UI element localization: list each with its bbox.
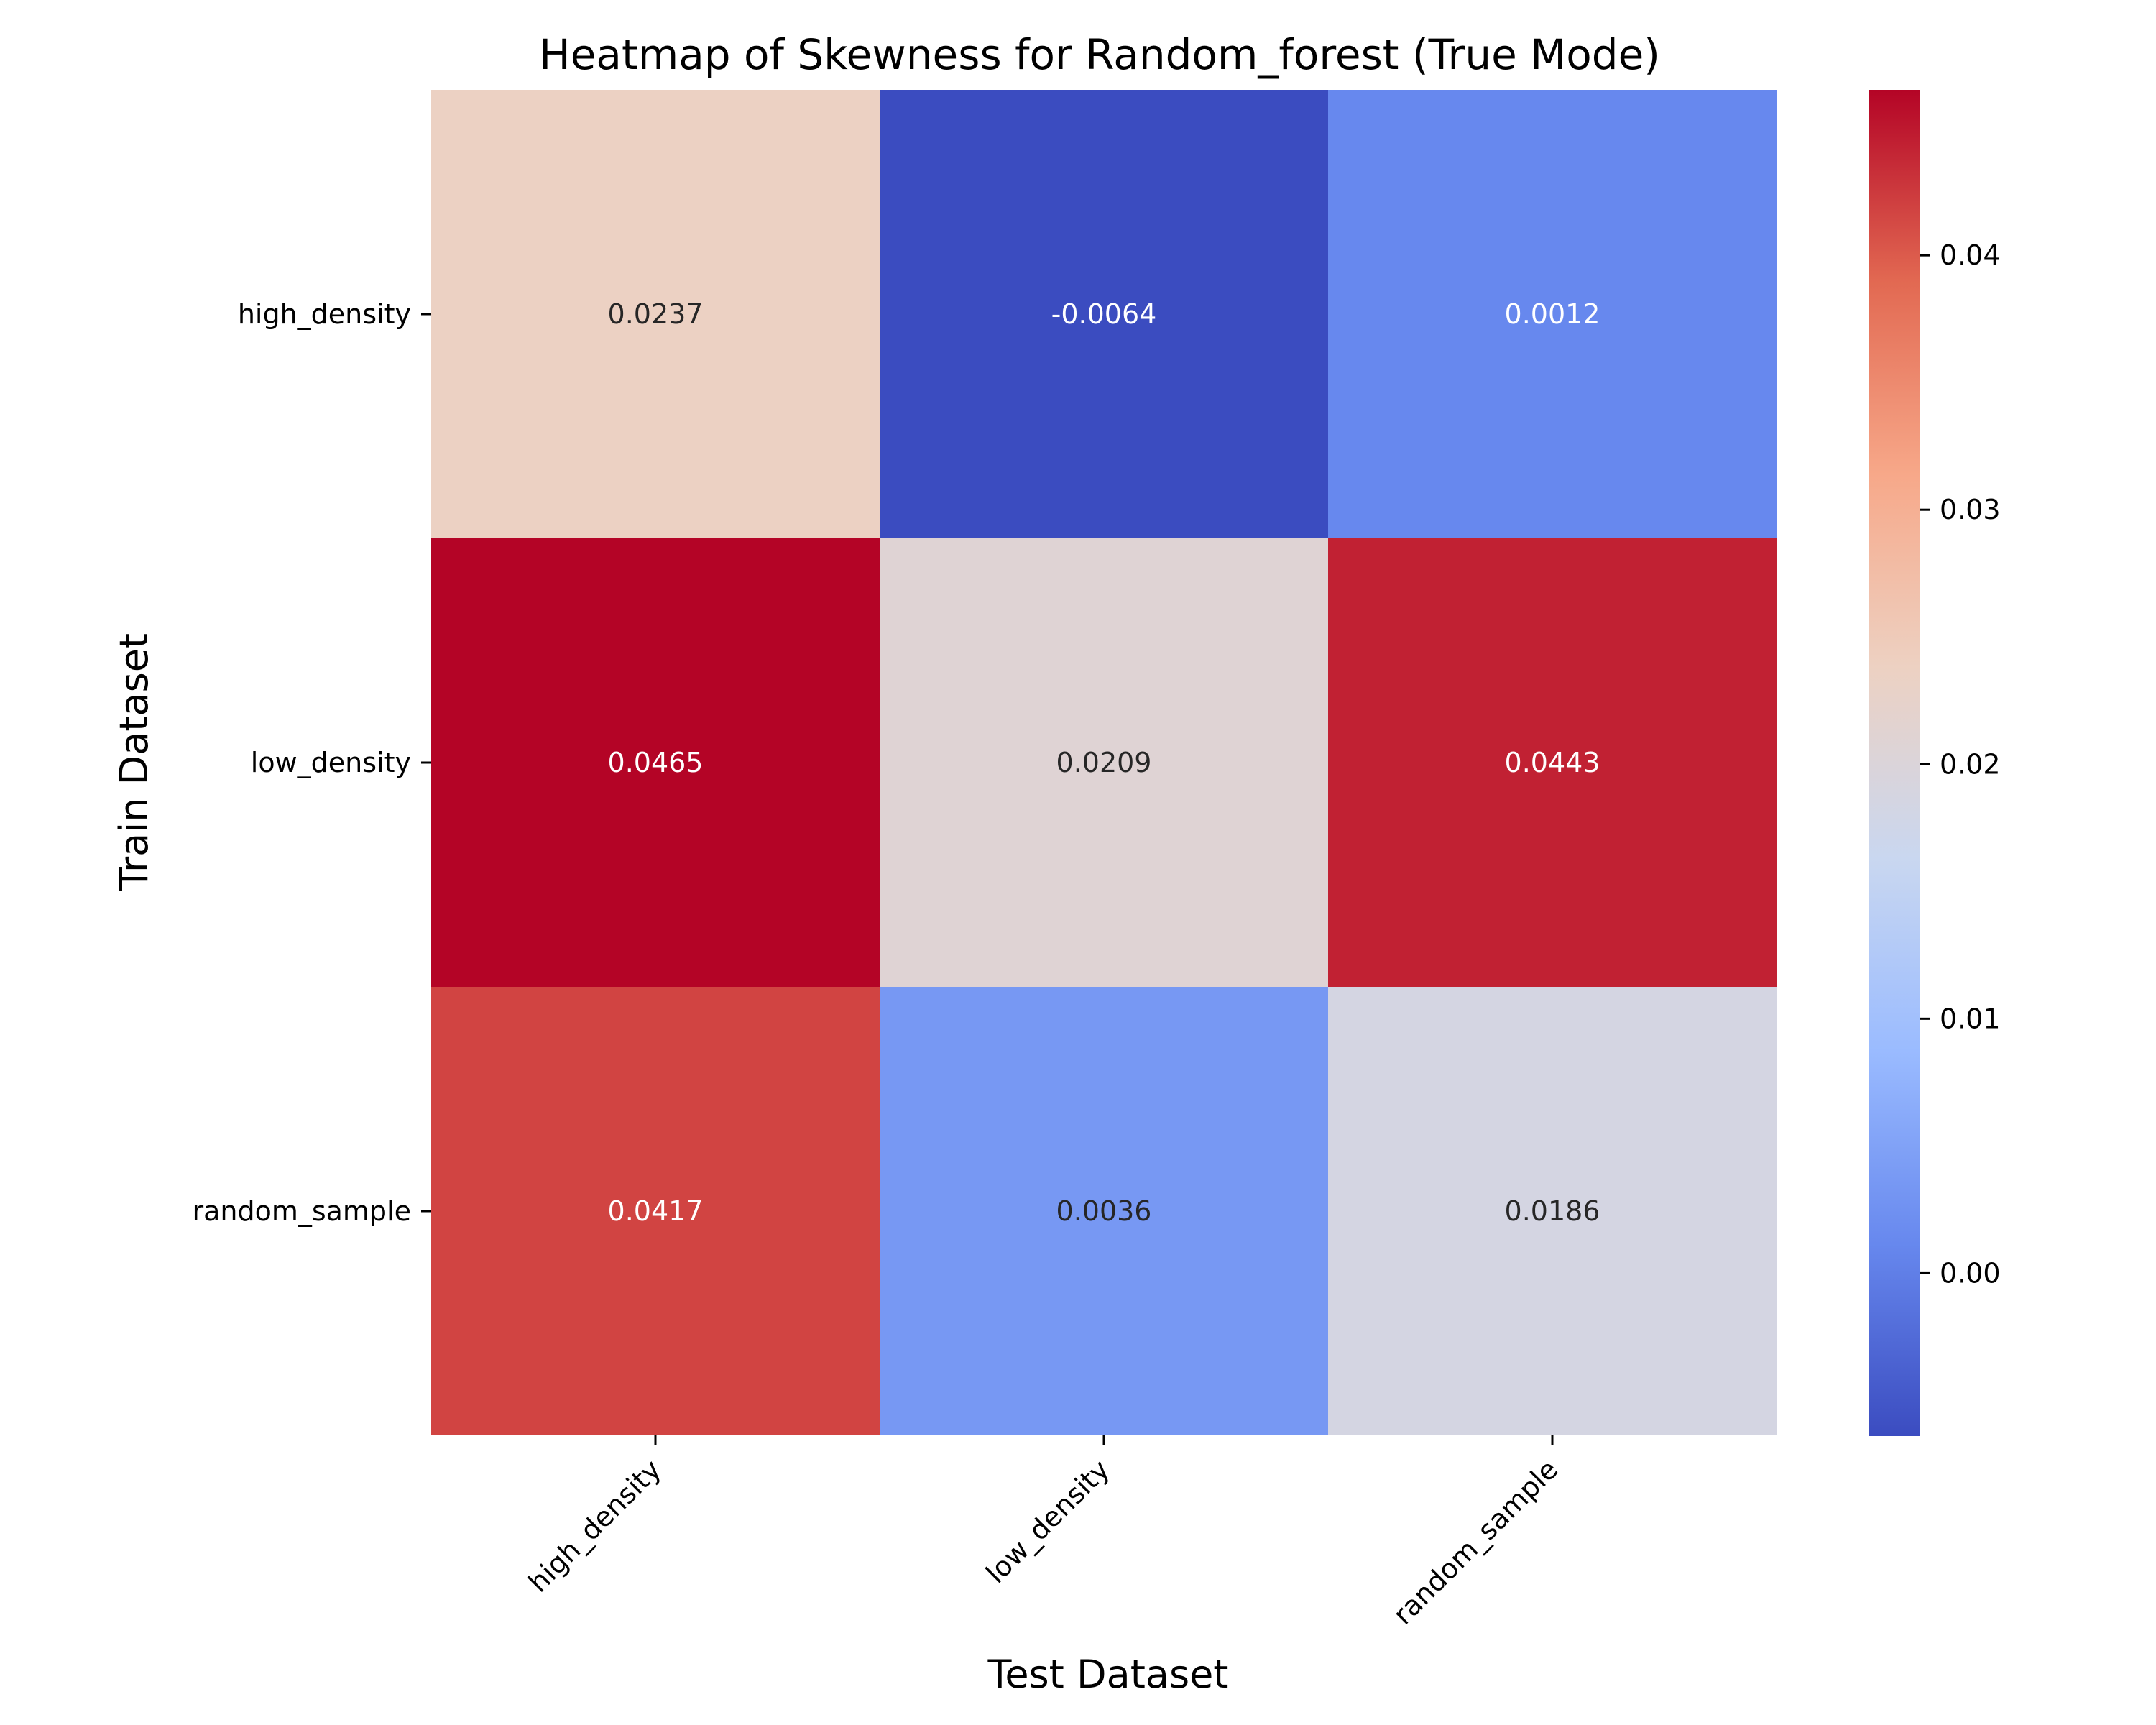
- cell-value-label: 0.0036: [1056, 1195, 1152, 1227]
- cell-value-label: 0.0237: [608, 298, 704, 330]
- chart-title: Heatmap of Skewness for Random_forest (T…: [539, 30, 1660, 79]
- heatmap-cell: [431, 90, 880, 538]
- x-tick-label: random_sample: [1387, 1453, 1564, 1630]
- colorbar-tick-label: 0.04: [1940, 239, 2001, 271]
- x-tick-label: low_density: [980, 1453, 1115, 1589]
- cell-value-label: -0.0064: [1051, 298, 1157, 330]
- cell-value-label: 0.0186: [1505, 1195, 1600, 1227]
- colorbar-tick-label: 0.01: [1940, 1003, 2001, 1034]
- cell-value-label: 0.0012: [1505, 298, 1600, 330]
- heatmap-cell: [1328, 90, 1777, 538]
- colorbar: 0.00 0.01 0.02 0.03 0.04: [1869, 90, 2001, 1436]
- colorbar-gradient: [1869, 90, 1920, 1436]
- heatmap-cell: [1328, 987, 1777, 1435]
- y-axis-label: Train Dataset: [111, 633, 157, 891]
- heatmap-cell: [431, 538, 880, 987]
- colorbar-tick-label: 0.02: [1940, 748, 2001, 780]
- cell-value-label: 0.0443: [1505, 747, 1600, 778]
- heatmap-cell: [880, 987, 1328, 1435]
- x-axis-label: Test Dataset: [987, 1652, 1229, 1697]
- x-tick-label: high_density: [522, 1453, 668, 1598]
- heatmap-cell: [1328, 538, 1777, 987]
- cell-value-label: 0.0209: [1056, 747, 1152, 778]
- heatmap-cell: [431, 987, 880, 1435]
- heatmap-cell: [880, 90, 1328, 538]
- colorbar-tick-label: 0.00: [1940, 1257, 2001, 1289]
- y-tick-label: high_density: [238, 298, 411, 330]
- colorbar-tick-label: 0.03: [1940, 494, 2001, 525]
- y-tick-label: low_density: [251, 747, 411, 778]
- cell-value-label: 0.0465: [608, 747, 704, 778]
- heatmap-cell: [880, 538, 1328, 987]
- cell-value-label: 0.0417: [608, 1195, 704, 1227]
- y-tick-label: random_sample: [192, 1195, 411, 1227]
- heatmap-grid: 0.0237 -0.0064 0.0012 0.0465 0.0209 0.0443 0.0…: [431, 90, 1777, 1435]
